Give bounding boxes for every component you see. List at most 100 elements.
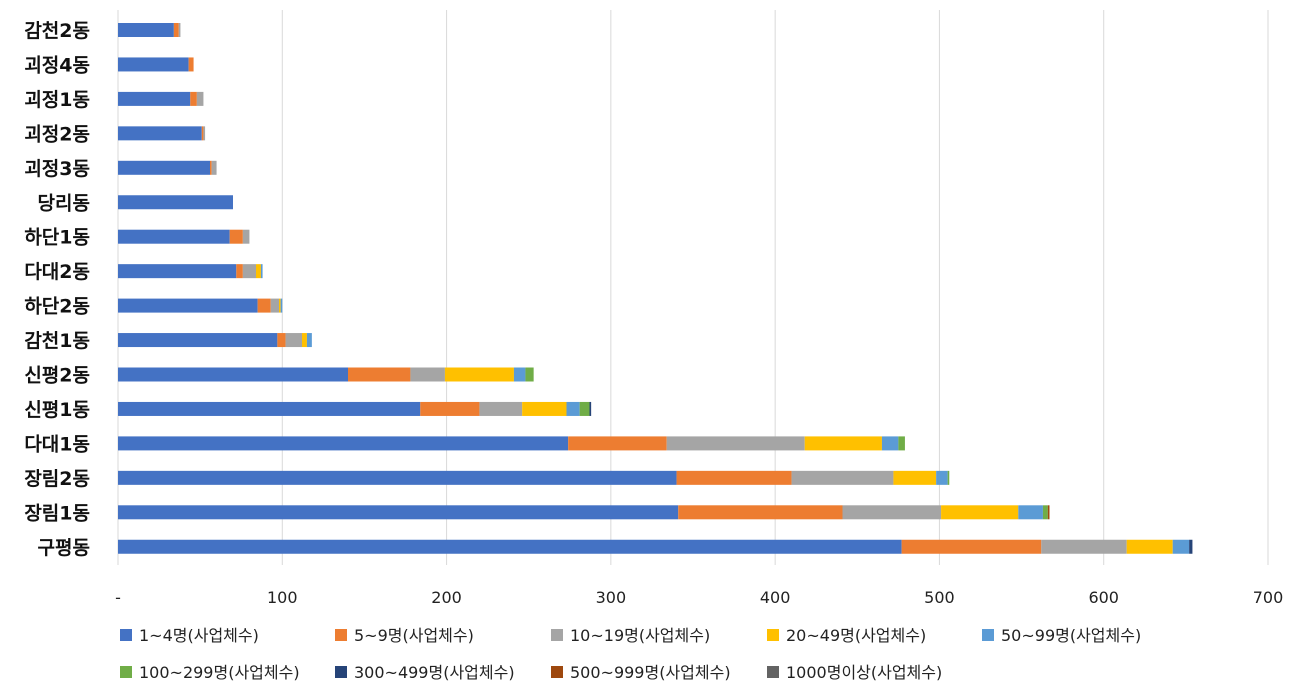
legend-swatch (982, 629, 994, 641)
bar-segment-2 (1041, 539, 1127, 554)
bar-segment-3 (893, 470, 937, 485)
bar-segment-2 (666, 436, 805, 451)
bar-segment-1 (173, 23, 179, 37)
bar-segment-3 (444, 367, 514, 382)
category-label: 하단1동 (24, 227, 90, 249)
bar-segment-2 (196, 91, 204, 106)
bar-segment-1 (210, 160, 212, 175)
category-label: 신평2동 (24, 365, 90, 387)
x-tick-label: - (115, 588, 121, 607)
category-label: 다대1동 (24, 433, 90, 455)
bar-segment-2 (791, 470, 894, 485)
category-label: 구평동 (38, 537, 90, 559)
bar-segment-4 (936, 470, 948, 485)
legend-label: 10~19명(사업체수) (570, 626, 710, 645)
bar-segment-0 (118, 539, 902, 554)
bar-segment-4 (1172, 539, 1190, 554)
bar-segment-0 (118, 264, 237, 279)
bar-segment-0 (118, 126, 202, 141)
bar-segment-5 (1042, 505, 1048, 520)
bar-segment-4 (513, 367, 526, 382)
category-label: 괴정3동 (24, 158, 90, 180)
bar-segment-4 (280, 298, 283, 313)
bar-segment-1 (201, 126, 204, 141)
legend-swatch (551, 666, 563, 678)
x-tick-label: 300 (596, 588, 627, 607)
legend-swatch (767, 629, 779, 641)
legend-label: 100~299명(사업체수) (139, 663, 300, 682)
bar-segment-3 (1126, 539, 1173, 554)
bar-segment-3 (302, 333, 307, 348)
bar-segment-3 (279, 298, 281, 313)
bar-segment-0 (118, 470, 677, 485)
bar-segment-0 (118, 436, 569, 451)
x-tick-label: 100 (267, 588, 298, 607)
category-label: 감천2동 (24, 20, 90, 42)
bar-segment-5 (579, 401, 590, 416)
bar-segment-5 (947, 470, 950, 485)
category-label: 괴정1동 (24, 89, 90, 111)
legend-swatch (767, 666, 779, 678)
bar-segment-0 (118, 367, 348, 382)
bar-segment-2 (178, 23, 181, 37)
x-tick-label: 400 (760, 588, 791, 607)
x-tick-label: 700 (1253, 588, 1284, 607)
legend-label: 500~999명(사업체수) (570, 663, 731, 682)
bar-segment-1 (901, 539, 1042, 554)
x-tick-label: 200 (431, 588, 462, 607)
bar-segment-4 (260, 264, 263, 279)
legend-swatch (335, 629, 347, 641)
bar-segment-3 (941, 505, 1019, 520)
bar-segment-3 (522, 401, 567, 416)
bar-segment-4 (306, 333, 312, 348)
category-label: 다대2동 (24, 261, 90, 283)
bar-segment-6 (589, 401, 592, 416)
bar-segment-1 (236, 264, 243, 279)
bar-segment-1 (190, 91, 197, 106)
bar-segment-1 (229, 229, 243, 244)
bar-segment-2 (410, 367, 445, 382)
bar-segment-1 (348, 367, 411, 382)
bar-segment-1 (420, 401, 480, 416)
bar-segment-3 (804, 436, 882, 451)
bar-segment-0 (118, 57, 189, 72)
bar-segment-2 (270, 298, 279, 313)
legend-swatch (335, 666, 347, 678)
category-label: 괴정4동 (24, 54, 90, 76)
bar-segment-5 (898, 436, 905, 451)
bar-segment-0 (118, 160, 210, 175)
category-label: 신평1동 (24, 399, 90, 421)
bar-segment-4 (1018, 505, 1043, 520)
legend-swatch (120, 629, 132, 641)
legend-label: 50~99명(사업체수) (1001, 626, 1141, 645)
category-label: 괴정2동 (24, 123, 90, 145)
bar-segment-1 (188, 57, 194, 72)
legend-label: 20~49명(사업체수) (786, 626, 926, 645)
bar-segment-0 (118, 229, 230, 244)
bar-segment-1 (678, 505, 843, 520)
bar-segment-1 (257, 298, 271, 313)
legend-swatch (551, 629, 563, 641)
bar-segment-0 (118, 505, 679, 520)
bar-segment-1 (277, 333, 286, 348)
bar-segment-2 (242, 229, 250, 244)
bar-segment-5 (525, 367, 534, 382)
category-label: 당리동 (38, 192, 90, 214)
bar-segment-2 (842, 505, 942, 520)
bar-segment-1 (568, 436, 667, 451)
bar-segment-3 (256, 264, 261, 279)
legend-label: 5~9명(사업체수) (354, 626, 474, 645)
x-tick-label: 500 (924, 588, 955, 607)
bar-segment-0 (118, 195, 233, 210)
x-tick-label: 600 (1088, 588, 1119, 607)
bar-segment-4 (566, 401, 580, 416)
bar-segment-4 (881, 436, 899, 451)
category-label: 감천1동 (24, 330, 90, 352)
bar-segment-7 (1047, 505, 1050, 520)
legend-label: 1000명이상(사업체수) (786, 663, 942, 682)
bar-segment-2 (203, 126, 206, 141)
bar-segment-0 (118, 333, 278, 348)
category-label: 장림1동 (24, 502, 90, 524)
